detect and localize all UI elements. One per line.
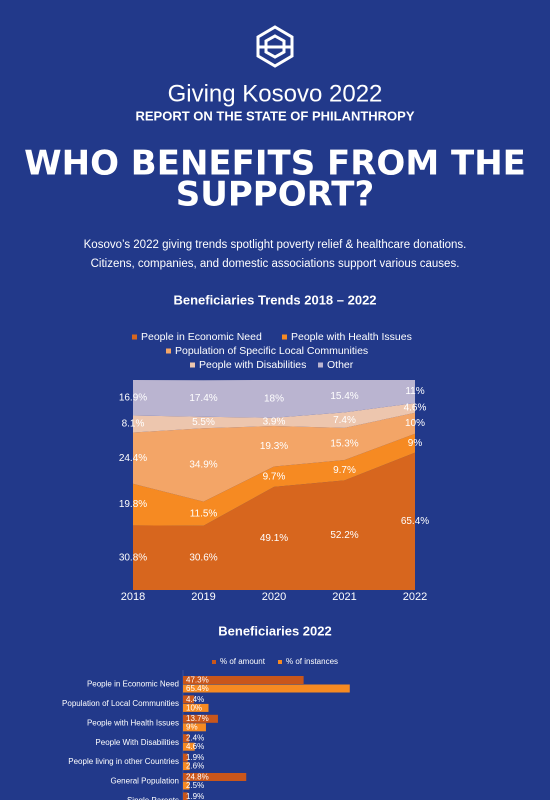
y-tick-label: General Population [111,777,180,786]
logo [256,25,294,68]
y-tick-label: Single Parents [127,796,179,800]
legend-swatch [282,334,287,340]
bar [183,684,350,693]
data-label: 15.3% [330,439,358,450]
data-label: 24.4% [119,453,147,464]
data-label: 65.4% [401,516,429,527]
legend-label: Population of Specific Local Communities [175,345,368,357]
legend-swatch [190,362,195,368]
data-label: 3.9% [263,417,286,428]
y-tick-label: Population of Local Communities [62,699,179,708]
data-label: 24.8% [186,772,209,781]
legend-label: People in Economic Need [141,331,262,343]
x-tick-label: 2019 [191,591,215,603]
bar [183,781,190,790]
bar [183,714,218,723]
legend-label: People with Health Issues [291,331,412,343]
bar [183,703,209,712]
y-tick-label: People in Economic Need [87,680,179,689]
data-label: 30.6% [189,553,217,564]
data-label: 19.8% [119,499,147,510]
data-label: 16.9% [119,392,147,403]
data-label: 65.4% [186,684,209,693]
bar [183,753,188,762]
bar [183,742,195,751]
legend-swatch [278,660,282,664]
data-label: 1.9% [186,753,204,762]
data-label: 2.6% [186,761,204,770]
intro: Kosovo’s 2022 giving trends spotlight po… [84,239,467,251]
data-label: 10% [405,418,425,429]
data-label: 11% [405,386,424,397]
data-label: 4.6% [404,403,427,414]
data-label: 15.4% [330,391,358,402]
data-label: 30.8% [119,552,147,563]
legend-swatch [318,362,323,368]
bar [183,773,247,781]
data-label: 9.7% [333,465,356,476]
bar [183,676,304,684]
data-label: 47.3% [186,675,209,684]
subtitle: REPORT ON THE STATE OF PHILANTHROPY [135,108,414,123]
x-tick-label: 2020 [262,591,286,603]
data-label: 9% [186,723,198,732]
data-label: 49.1% [260,533,288,544]
data-label: 19.3% [260,441,288,452]
data-label: 5.5% [192,417,215,428]
data-label: 17.4% [189,393,217,404]
y-tick-label: People living in other Countries [68,757,179,766]
data-label: 9.7% [263,471,286,482]
x-tick-label: 2021 [332,591,356,603]
title: Giving Kosovo 2022 [168,80,383,107]
data-label: 10% [186,703,202,712]
area [133,433,415,526]
bar [183,723,206,732]
bar [183,792,188,800]
data-label: 34.9% [189,460,217,471]
data-label: 8.1% [122,419,145,430]
data-label: 2.4% [186,734,204,743]
data-label: 7.4% [333,415,356,426]
legend-label: % of amount [220,657,266,666]
data-label: 4.6% [186,742,204,751]
legend-swatch [212,660,216,664]
x-tick-label: 2018 [121,591,145,603]
area [133,380,415,418]
heading: WHO BENEFITS FROM THE [24,144,526,184]
legend-label: People with Disabilities [199,359,306,371]
heading: SUPPORT? [176,175,374,215]
data-label: 11.5% [190,508,218,519]
data-label: 2.5% [186,781,204,790]
intro: Citizens, companies, and domestic associ… [91,258,460,270]
x-tick-label: 2022 [403,591,427,603]
data-label: 4.4% [186,695,204,704]
bar [183,734,190,743]
y-tick-label: People With Disabilities [95,738,179,747]
data-label: 52.2% [330,530,358,541]
legend-swatch [166,348,171,354]
bar [183,695,195,704]
area [133,452,415,590]
legend-swatch [132,334,137,340]
y-tick-label: People with Health Issues [87,718,179,727]
data-label: 13.7% [186,714,209,723]
area [133,412,415,502]
data-label: 9% [408,438,423,449]
chart-title: Beneficiaries Trends 2018 – 2022 [173,292,376,307]
data-label: 18% [264,394,284,405]
bar [183,762,190,771]
legend-label: Other [327,359,354,371]
chart-title: Beneficiaries 2022 [218,623,331,638]
data-label: 1.9% [186,792,204,800]
legend-label: % of instances [286,657,338,666]
